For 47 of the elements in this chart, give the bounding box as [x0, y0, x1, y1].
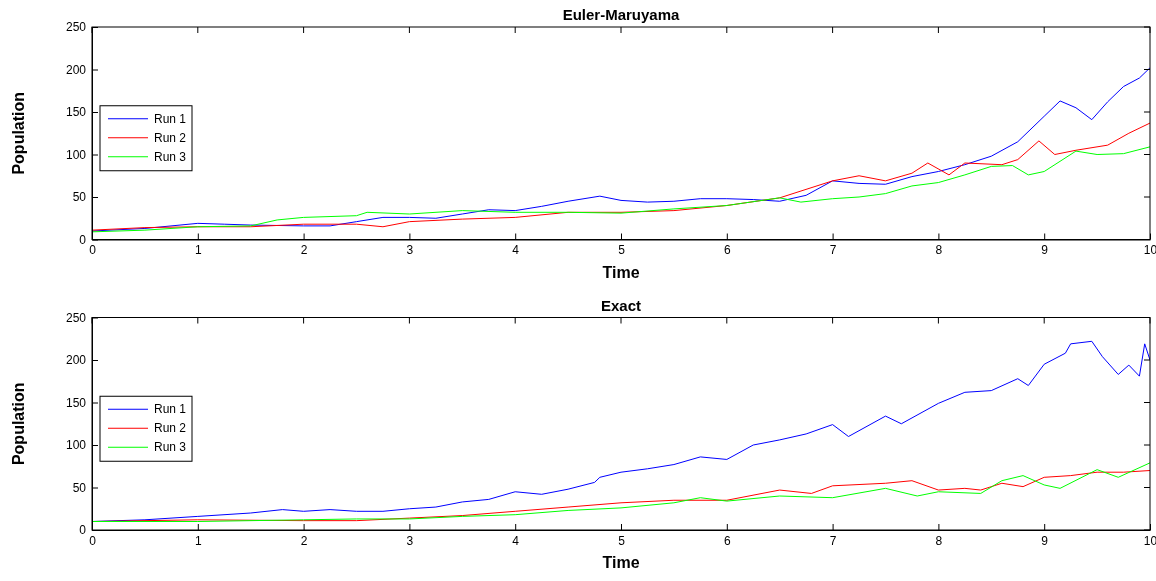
y-axis-title: Population — [10, 382, 27, 466]
y-tick-label: 100 — [65, 147, 87, 162]
legend-label: Run 1 — [154, 402, 187, 417]
y-tick-label: 250 — [65, 20, 87, 35]
x-tick-label: 7 — [829, 533, 837, 548]
x-tick-label: 8 — [935, 243, 943, 258]
x-axis-title: Time — [602, 554, 640, 571]
legend-label: Run 1 — [154, 111, 187, 126]
x-tick-label: 0 — [89, 533, 97, 548]
chart-title: Euler-Maruyama — [562, 6, 681, 23]
x-tick-label: 10 — [1143, 243, 1156, 258]
x-tick-label: 5 — [618, 533, 626, 548]
y-tick-label: 100 — [65, 438, 87, 453]
legend-label: Run 3 — [154, 149, 187, 164]
legend-label: Run 3 — [154, 440, 187, 455]
x-tick-label: 1 — [194, 533, 202, 548]
x-tick-label: 3 — [406, 243, 414, 258]
x-tick-label: 1 — [194, 243, 202, 258]
y-axis-title: Population — [10, 91, 27, 175]
line-series — [92, 146, 1150, 233]
x-tick-label: 10 — [1143, 533, 1156, 548]
x-tick-label: 0 — [89, 243, 97, 258]
y-tick-label: 150 — [65, 105, 87, 120]
y-tick-label: 50 — [72, 190, 87, 205]
legend-label: Run 2 — [154, 421, 187, 436]
y-tick-label: 200 — [65, 353, 87, 368]
x-tick-label: 8 — [935, 533, 943, 548]
x-tick-label: 3 — [406, 533, 414, 548]
y-tick-label: 0 — [79, 232, 87, 247]
x-tick-label: 6 — [723, 243, 731, 258]
x-tick-label: 2 — [300, 243, 308, 258]
y-tick-label: 200 — [65, 62, 87, 77]
x-tick-label: 7 — [829, 243, 837, 258]
x-tick-label: 5 — [618, 243, 626, 258]
y-tick-label: 250 — [65, 310, 87, 325]
y-tick-label: 0 — [79, 523, 87, 538]
x-tick-label: 9 — [1041, 243, 1049, 258]
chart-title: Exact — [600, 296, 642, 314]
y-tick-label: 150 — [65, 395, 87, 410]
legend-label: Run 2 — [154, 130, 187, 145]
x-axis-title: Time — [602, 263, 640, 281]
x-tick-label: 4 — [512, 533, 520, 548]
x-tick-label: 6 — [723, 533, 731, 548]
x-tick-label: 2 — [300, 533, 308, 548]
y-tick-label: 50 — [72, 480, 87, 495]
x-tick-label: 4 — [512, 243, 520, 258]
x-tick-label: 9 — [1041, 533, 1049, 548]
